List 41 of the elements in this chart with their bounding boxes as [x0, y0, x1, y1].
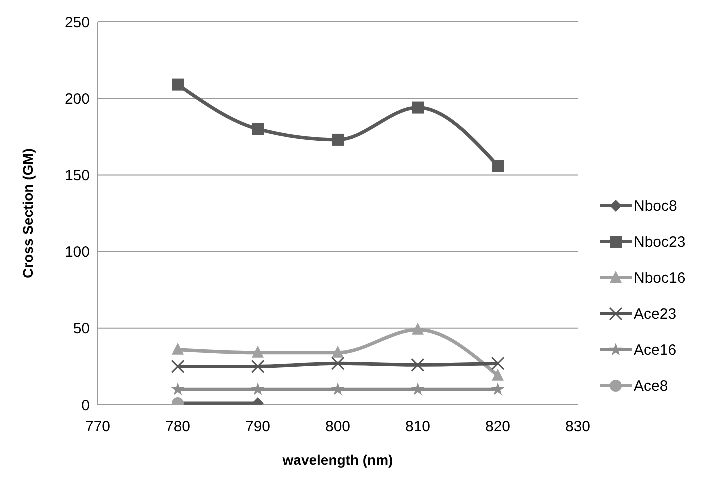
y-tick-label: 50: [73, 320, 90, 338]
x-tick-label: 790: [245, 418, 271, 436]
point: [251, 360, 265, 374]
point: [252, 123, 264, 136]
point: [491, 382, 505, 396]
legend-label: Ace23: [634, 306, 677, 322]
point: [172, 78, 184, 91]
y-tick-label: 150: [64, 168, 90, 185]
point: [411, 382, 425, 396]
point: [492, 368, 504, 381]
legend-label: Ace16: [634, 342, 677, 358]
y-tick-label: 250: [64, 14, 90, 32]
x-tick-label: 820: [485, 418, 511, 436]
x-tick-label: 800: [325, 418, 351, 436]
legend-label: Nboc23: [634, 234, 686, 250]
point: [412, 102, 424, 114]
legend-label: Nboc16: [634, 270, 686, 286]
x-axis-title: wavelength (nm): [282, 452, 394, 468]
y-axis-title: Cross Section (GM): [20, 148, 36, 278]
point: [491, 356, 505, 370]
point: [492, 160, 504, 172]
point: [172, 342, 184, 355]
legend-label: Nboc8: [634, 198, 678, 214]
x-tick-label: 770: [85, 418, 111, 436]
point: [332, 346, 344, 358]
point: [171, 360, 185, 374]
point: [332, 134, 344, 146]
point: [171, 382, 185, 396]
point: [251, 382, 265, 396]
legend-label: Ace8: [634, 378, 668, 394]
point: [411, 358, 425, 372]
x-tick-label: 780: [165, 418, 191, 436]
point: [252, 346, 264, 358]
x-tick-label: 810: [405, 418, 431, 436]
point: [331, 356, 345, 370]
y-tick-label: 200: [64, 90, 90, 108]
point: [331, 382, 345, 396]
x-tick-label: 830: [565, 418, 591, 436]
y-tick-label: 0: [82, 397, 90, 414]
y-tick-label: 100: [64, 244, 90, 262]
point: [412, 322, 424, 335]
